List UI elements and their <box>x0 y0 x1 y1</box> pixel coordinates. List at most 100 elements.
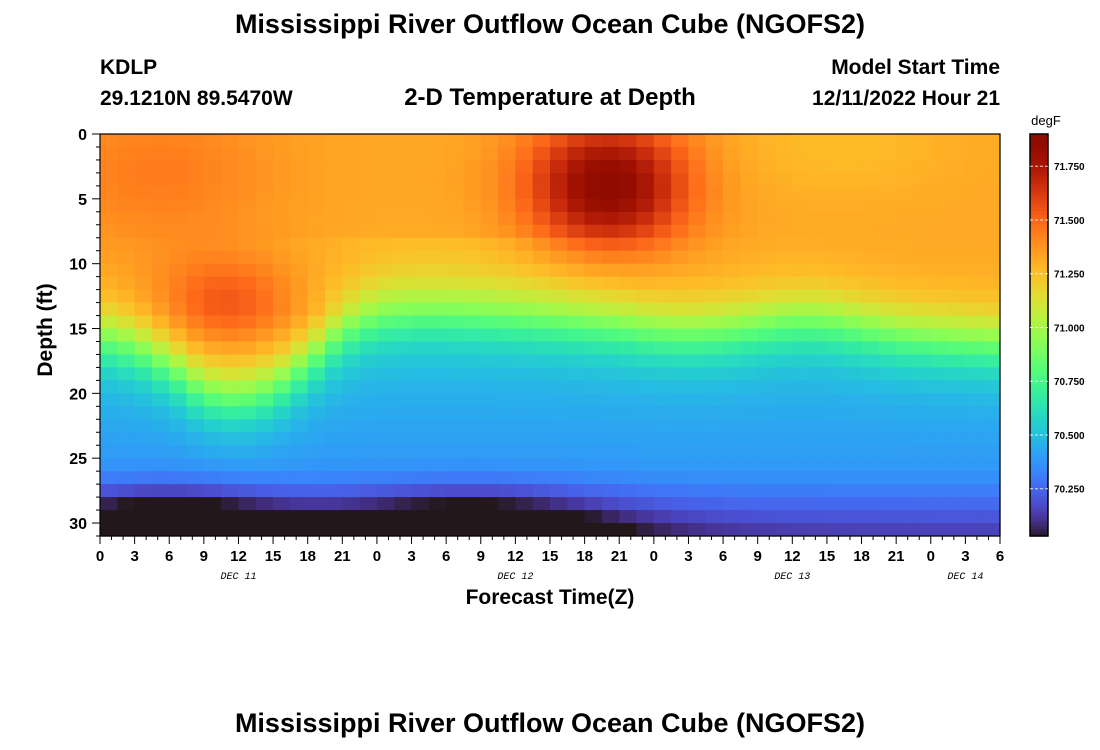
heatmap-cell <box>705 341 724 356</box>
heatmap-cell <box>619 497 638 511</box>
heatmap-cell <box>601 471 620 485</box>
heatmap-cell <box>203 380 222 394</box>
heatmap-cell <box>446 198 465 213</box>
heatmap-cell <box>342 367 361 381</box>
x-tick-label: 21 <box>611 548 628 565</box>
heatmap-cell <box>428 406 447 420</box>
heatmap-cell <box>498 146 516 161</box>
heatmap-cell <box>775 237 793 252</box>
heatmap-cell <box>359 289 378 304</box>
heatmap-cell <box>619 159 638 174</box>
heatmap-cell <box>376 497 395 511</box>
heatmap-cell <box>273 211 291 226</box>
heatmap-cell <box>913 172 932 187</box>
heatmap-cell <box>896 341 915 356</box>
heatmap-cell <box>688 198 707 213</box>
heatmap-cell <box>498 315 516 330</box>
heatmap-cell <box>705 367 724 381</box>
heatmap-cell <box>844 380 863 394</box>
heatmap-cell <box>844 406 863 420</box>
heatmap-cell <box>221 185 240 200</box>
heatmap-cell <box>394 146 413 161</box>
heatmap-cell <box>117 289 136 304</box>
heatmap-cell <box>532 497 551 511</box>
heatmap-cell <box>740 445 759 459</box>
heatmap-cell <box>584 146 603 161</box>
heatmap-cell <box>913 302 932 317</box>
heatmap-cell <box>498 497 516 511</box>
heatmap-cell <box>550 134 568 148</box>
heatmap-cell <box>307 510 326 524</box>
heatmap-cell <box>896 224 915 239</box>
heatmap-cell <box>498 458 516 472</box>
heatmap-cell <box>809 185 828 200</box>
heatmap-cell <box>376 393 395 407</box>
heatmap-cell <box>671 406 690 420</box>
heatmap-cell <box>619 458 638 472</box>
heatmap-cell <box>653 393 672 407</box>
heatmap-cell <box>601 406 620 420</box>
heatmap-cell <box>619 224 638 239</box>
heatmap-cell <box>100 289 118 304</box>
heatmap-cell <box>394 276 413 291</box>
heatmap-cell <box>948 302 966 317</box>
heatmap-cell <box>775 367 793 381</box>
heatmap-cell <box>411 263 430 278</box>
heatmap-cell <box>601 198 620 213</box>
heatmap-cell <box>567 458 586 472</box>
heatmap-cell <box>100 393 118 407</box>
heatmap-cell <box>982 419 1001 433</box>
heatmap-cell <box>809 289 828 304</box>
heatmap-cell <box>151 315 170 330</box>
heatmap-cell <box>826 341 845 356</box>
heatmap-cell <box>463 263 482 278</box>
heatmap-cell <box>584 224 603 239</box>
heatmap-cell <box>117 315 136 330</box>
colorbar-segment <box>1030 224 1048 229</box>
heatmap-cell <box>723 497 741 511</box>
heatmap-cell <box>273 393 291 407</box>
heatmap-cell <box>965 185 984 200</box>
heatmap-cell <box>792 341 811 356</box>
heatmap-cell <box>376 159 395 174</box>
heatmap-cell <box>411 315 430 330</box>
heatmap-cell <box>636 302 655 317</box>
heatmap-cell <box>255 263 274 278</box>
heatmap-cell <box>601 367 620 381</box>
heatmap-cell <box>861 237 880 252</box>
heatmap-cell <box>844 302 863 317</box>
heatmap-cell <box>878 211 897 226</box>
heatmap-cell <box>255 380 274 394</box>
heatmap-cell <box>342 328 361 343</box>
heatmap-cell <box>550 185 568 200</box>
heatmap-cell <box>117 367 136 381</box>
heatmap-cell <box>740 263 759 278</box>
heatmap-cell <box>965 302 984 317</box>
heatmap-cell <box>861 289 880 304</box>
heatmap-cell <box>826 211 845 226</box>
heatmap-cell <box>775 406 793 420</box>
heatmap-cell <box>100 380 118 394</box>
heatmap-cell <box>117 393 136 407</box>
heatmap-cell <box>550 315 568 330</box>
heatmap-cell <box>913 367 932 381</box>
heatmap-cell <box>826 224 845 239</box>
heatmap-cell <box>255 328 274 343</box>
heatmap-cell <box>688 471 707 485</box>
heatmap-cell <box>186 302 205 317</box>
heatmap-cell <box>826 185 845 200</box>
heatmap-cell <box>376 341 395 356</box>
heatmap-cell <box>723 341 741 356</box>
heatmap-cell <box>238 237 257 252</box>
heatmap-cell <box>151 393 170 407</box>
heatmap-cell <box>584 484 603 498</box>
heatmap-cell <box>982 315 1001 330</box>
heatmap-cell <box>117 211 136 226</box>
heatmap-cell <box>550 432 568 446</box>
heatmap-cell <box>446 523 465 537</box>
heatmap-cell <box>740 484 759 498</box>
heatmap-cell <box>428 471 447 485</box>
heatmap-cell <box>930 432 949 446</box>
heatmap-cell <box>480 432 499 446</box>
heatmap-cell <box>723 134 741 148</box>
